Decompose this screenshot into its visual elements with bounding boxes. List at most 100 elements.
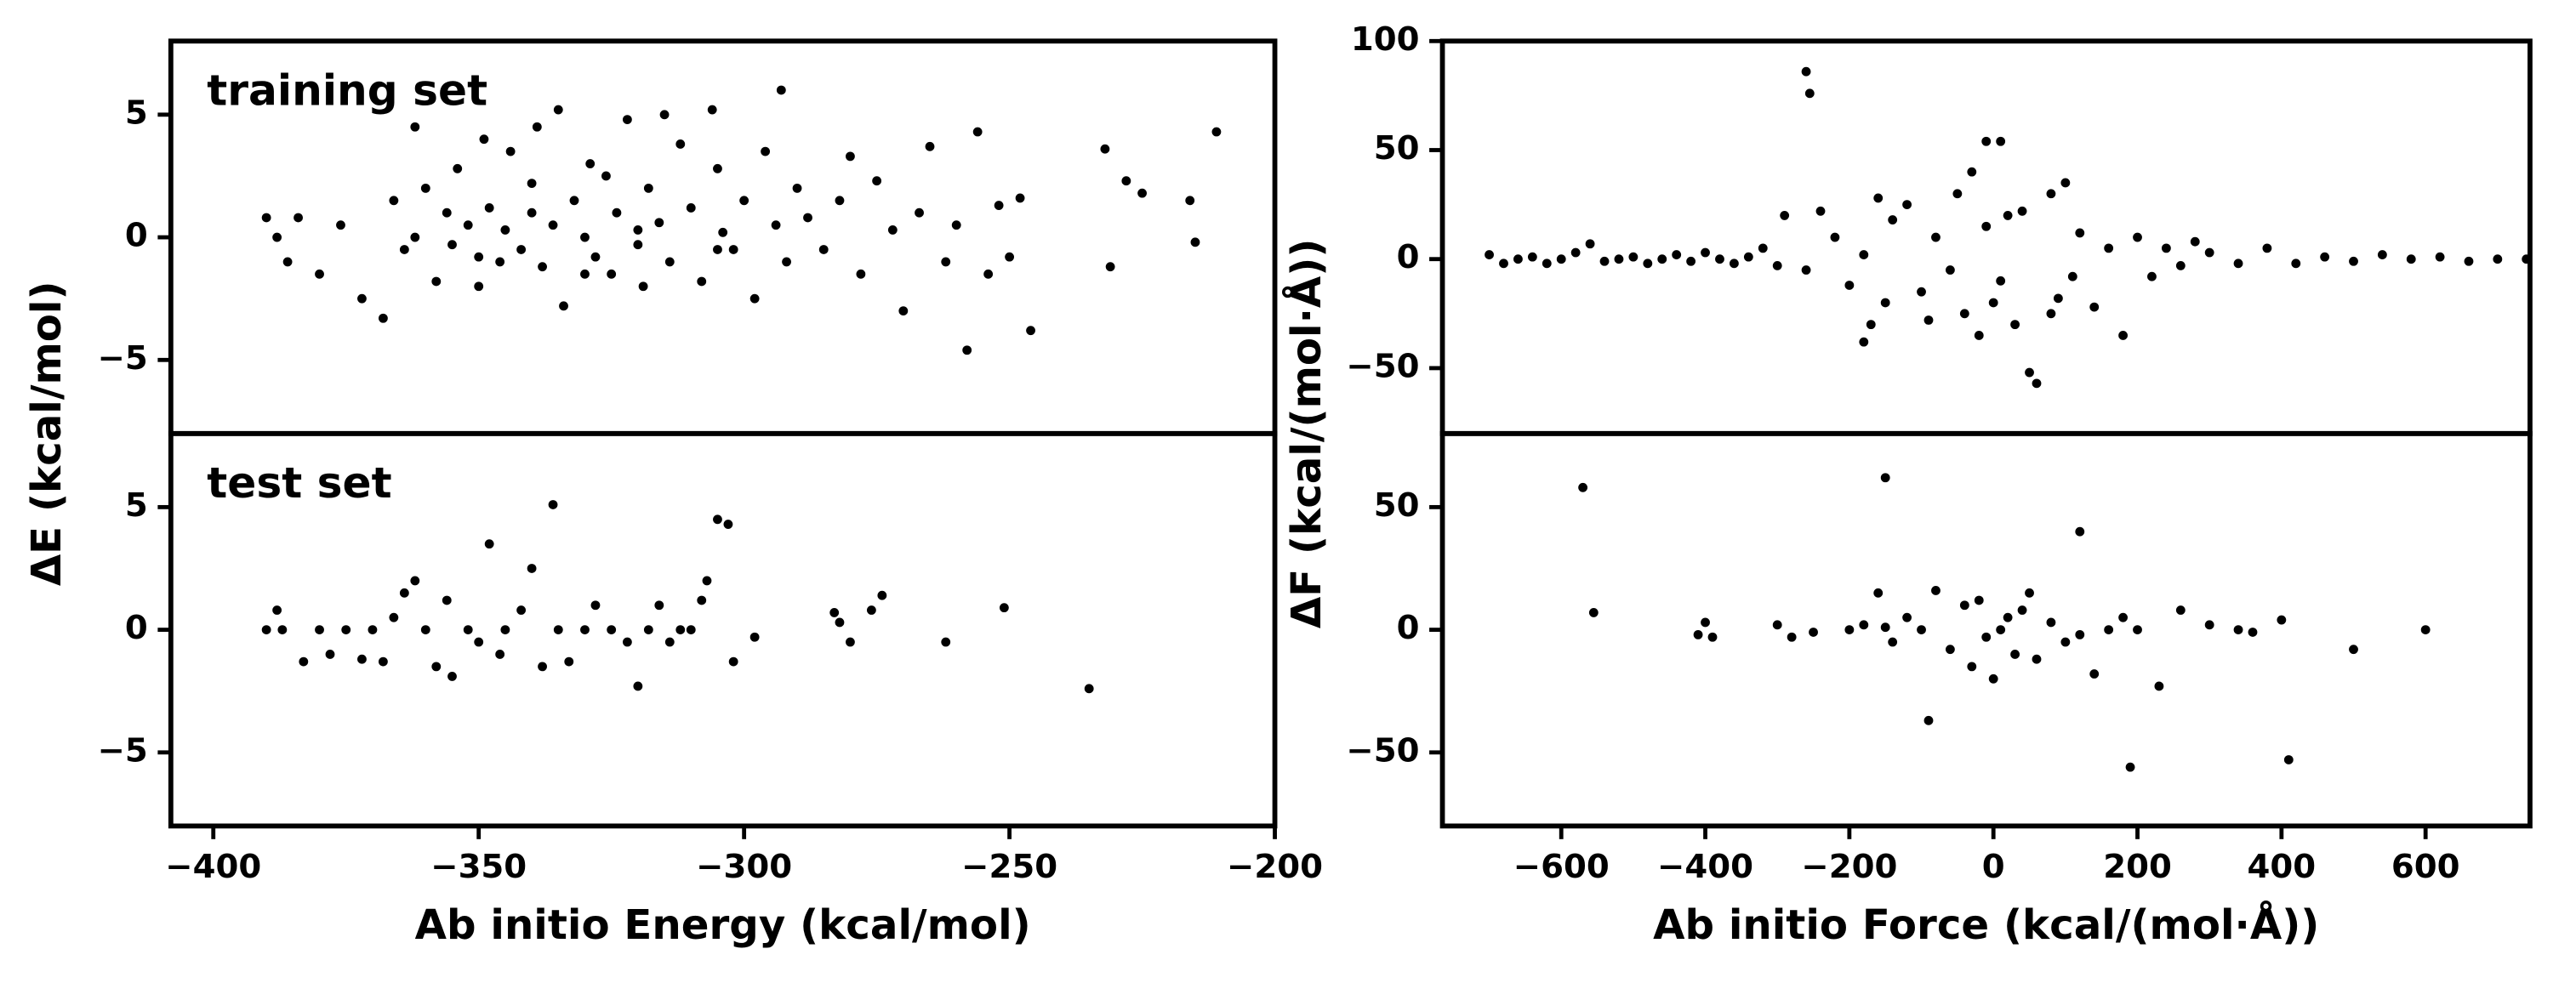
x-tick-label: 400	[2248, 848, 2317, 886]
point	[1185, 196, 1195, 206]
point	[718, 227, 728, 237]
point	[607, 625, 617, 635]
point	[1809, 628, 1818, 637]
point	[2125, 762, 2135, 772]
point	[1959, 600, 1969, 611]
point	[2017, 206, 2027, 216]
point	[659, 110, 670, 120]
point	[431, 276, 442, 287]
point	[643, 625, 653, 635]
point	[1657, 254, 1667, 264]
point	[548, 220, 558, 230]
y-tick-label: 5	[125, 486, 148, 525]
point	[1026, 326, 1035, 336]
point	[1485, 250, 1494, 259]
point	[2248, 628, 2258, 637]
point	[2133, 625, 2142, 635]
point	[1005, 252, 1015, 262]
point	[431, 662, 442, 672]
point	[2104, 243, 2114, 253]
point	[697, 595, 707, 605]
point	[474, 281, 484, 292]
point	[1578, 482, 1588, 492]
point	[1880, 298, 1890, 308]
point	[1917, 287, 1926, 297]
point	[1499, 259, 1508, 269]
point	[1917, 625, 1926, 635]
point	[580, 625, 590, 635]
point	[532, 122, 542, 132]
point	[675, 625, 686, 635]
point	[378, 656, 388, 667]
point	[994, 201, 1004, 210]
point	[261, 213, 271, 223]
point	[1952, 189, 1963, 199]
x-tick-label: −300	[696, 848, 792, 886]
point	[1211, 127, 1222, 137]
point	[505, 146, 516, 156]
x-tick-label: 600	[2391, 848, 2460, 886]
point	[866, 605, 876, 615]
x-tick-label: −600	[1513, 848, 1610, 886]
y-axis-label: ΔE (kcal/mol)	[23, 281, 71, 586]
point	[601, 171, 611, 181]
point	[410, 122, 420, 132]
point	[607, 269, 617, 279]
point	[1015, 193, 1025, 203]
y-tick-label: 0	[1397, 238, 1420, 276]
point	[548, 500, 558, 509]
axes-frame	[1439, 38, 2533, 436]
point	[553, 105, 563, 115]
point	[527, 207, 537, 218]
point	[1974, 595, 1984, 605]
point	[728, 656, 738, 667]
point	[2010, 320, 2020, 330]
point	[1772, 260, 1782, 270]
point	[1859, 250, 1869, 259]
point	[474, 637, 484, 647]
x-tick-label: −200	[1801, 848, 1897, 886]
point	[389, 612, 399, 622]
point	[643, 183, 653, 193]
point	[1844, 625, 1855, 635]
point	[1513, 254, 1523, 264]
point	[1628, 252, 1638, 262]
point	[2118, 612, 2128, 622]
point	[2133, 232, 2142, 242]
point	[1988, 298, 1998, 308]
axes-frame	[1439, 430, 2533, 829]
point	[1804, 88, 1815, 99]
point	[887, 225, 898, 235]
point	[585, 159, 596, 168]
point	[282, 257, 293, 267]
point	[315, 625, 324, 635]
point	[941, 257, 951, 267]
point	[527, 179, 537, 189]
point	[2435, 252, 2445, 262]
point	[2175, 260, 2186, 270]
point	[2262, 243, 2272, 253]
point	[739, 196, 749, 206]
point	[1888, 637, 1898, 647]
point	[277, 625, 288, 635]
x-tick-label: 0	[1982, 848, 2005, 886]
point	[728, 245, 738, 254]
point	[2233, 625, 2243, 635]
point	[654, 218, 664, 228]
y-tick-label: 0	[1397, 609, 1420, 647]
point	[612, 207, 622, 218]
point	[1730, 259, 1739, 269]
point	[1988, 673, 1998, 684]
point	[2291, 259, 2301, 269]
point	[1527, 252, 1537, 262]
point	[2283, 755, 2294, 764]
point	[2032, 378, 2042, 389]
point	[1923, 715, 1934, 725]
point	[357, 654, 367, 664]
y-tick-label: 100	[1351, 20, 1420, 59]
point	[877, 590, 887, 600]
point	[315, 269, 324, 279]
y-axis-label: ΔF (kcal/(mol·Å))	[1282, 239, 1331, 629]
point	[2075, 629, 2085, 639]
x-tick-label: −250	[961, 848, 1057, 886]
